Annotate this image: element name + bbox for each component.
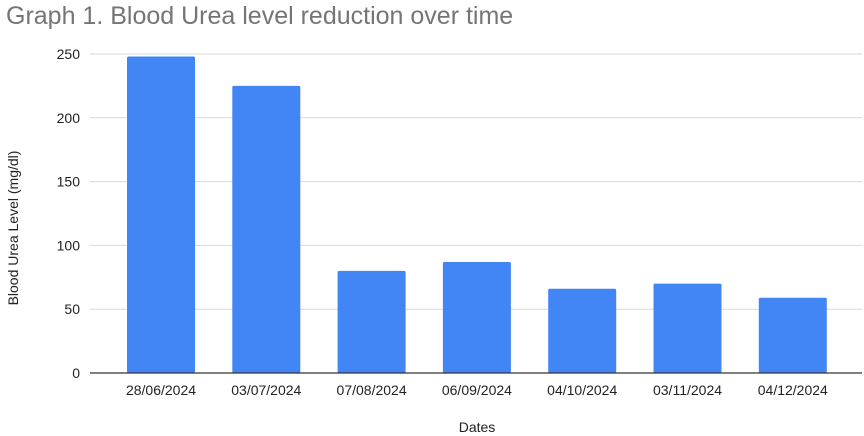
x-tick-label: 04/12/2024	[758, 382, 828, 398]
x-tick-label: 28/06/2024	[126, 382, 196, 398]
x-tick-label: 03/07/2024	[231, 382, 301, 398]
x-tick-label: 06/09/2024	[442, 382, 512, 398]
gridlines	[90, 53, 862, 310]
x-axis-title: Dates	[459, 419, 496, 435]
y-tick-label: 250	[57, 46, 81, 62]
y-tick-label: 50	[64, 301, 80, 317]
bar-07/08/2024	[337, 270, 406, 373]
chart-title: Graph 1. Blood Urea level reduction over…	[6, 2, 514, 30]
bar-06/09/2024	[442, 261, 511, 373]
bar-03/07/2024	[232, 85, 301, 374]
bar-28/06/2024	[127, 56, 195, 373]
bar-03/11/2024	[653, 283, 722, 373]
y-tick-label: 150	[57, 174, 81, 190]
x-tick-label: 03/11/2024	[653, 382, 722, 398]
bar-04/10/2024	[548, 288, 617, 373]
y-tick-label: 100	[57, 237, 81, 253]
y-axis-title: Blood Urea Level (mg/dl)	[5, 151, 21, 306]
y-tick-label: 200	[57, 110, 81, 126]
x-tick-label: 07/08/2024	[337, 382, 407, 398]
bar-04/12/2024	[758, 297, 827, 373]
bars	[127, 56, 827, 374]
x-tick-label: 04/10/2024	[547, 382, 617, 398]
axes: 0 50 100 150 200 250 28/06/2024 03/07/2024 07/08…	[57, 46, 862, 398]
y-tick-label: 0	[72, 365, 80, 381]
